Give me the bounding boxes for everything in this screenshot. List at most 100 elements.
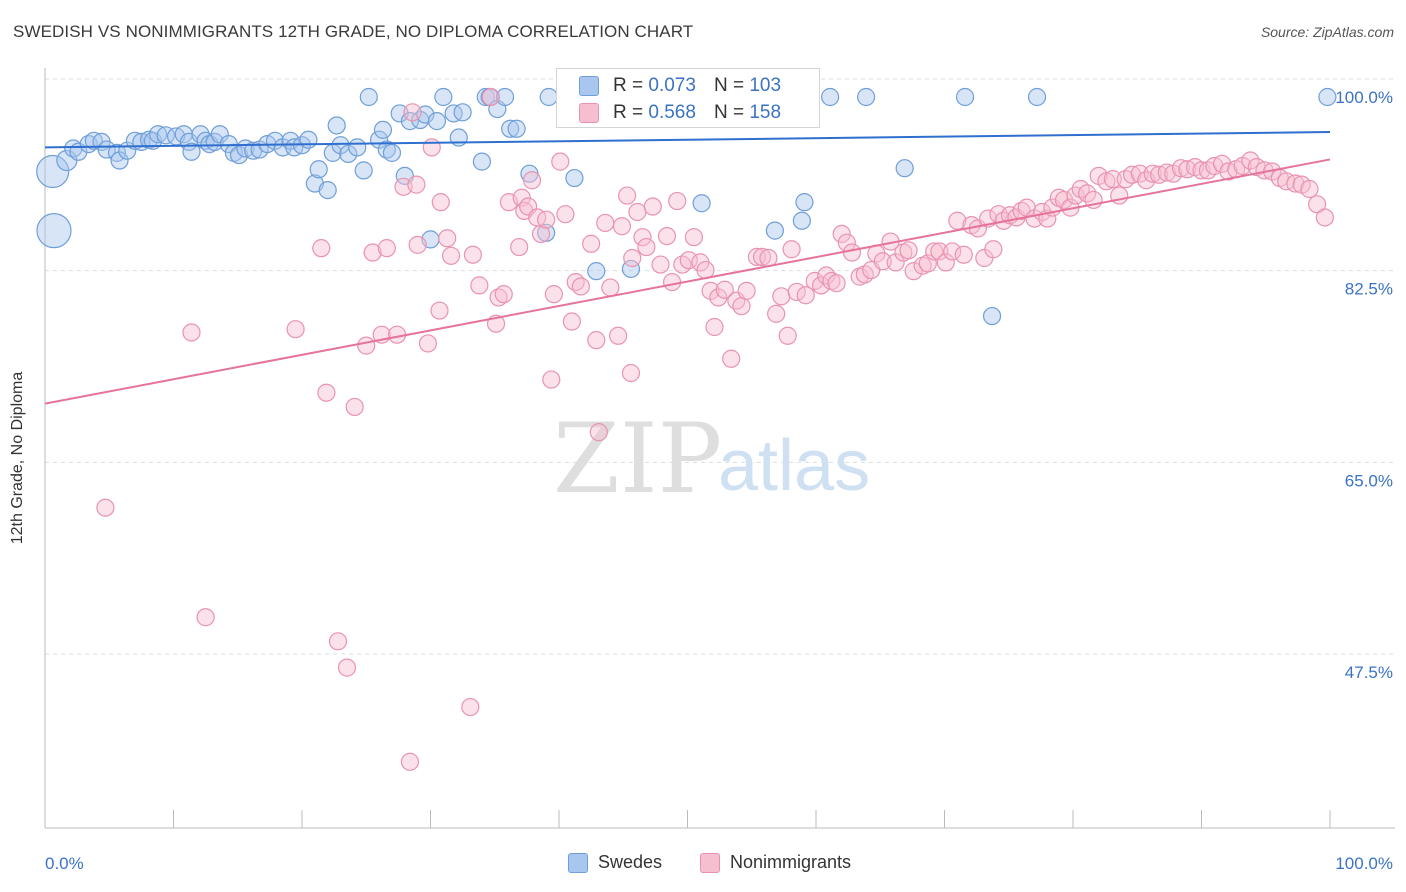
nonimmigrants-point — [317, 383, 336, 402]
nonimmigrants-point — [542, 370, 561, 389]
nonimmigrants-point — [1078, 184, 1097, 203]
swedes-point — [229, 145, 249, 165]
nonimmigrants-point — [489, 288, 508, 307]
swedes-point — [390, 104, 409, 123]
stats-r-label: R = — [613, 102, 644, 123]
nonimmigrants-point — [925, 242, 944, 261]
legend-item-nonimmigrants[interactable]: Nonimmigrants — [700, 852, 851, 873]
nonimmigrants-point — [722, 349, 741, 368]
nonimmigrants-point — [438, 229, 457, 248]
nonimmigrants-point — [587, 331, 606, 350]
nonimmigrants-point — [1300, 179, 1319, 199]
nonimmigrants-point — [562, 312, 581, 331]
nonimmigrants-point — [662, 272, 682, 292]
nonimmigrants-point — [759, 248, 778, 268]
stats-swatch-swedes — [579, 76, 599, 96]
swedes-point — [309, 160, 328, 179]
nonimmigrants-point — [589, 423, 608, 442]
swedes-point — [453, 103, 472, 122]
nonimmigrants-point — [556, 205, 575, 224]
swedes-point — [36, 154, 70, 189]
series-nonimmigrants-points — [96, 87, 1334, 771]
nonimmigrants-point — [633, 228, 652, 247]
nonimmigrants-point — [782, 240, 801, 259]
nonimmigrants-point — [418, 334, 438, 353]
swedes-point — [427, 111, 447, 131]
nonimmigrants-point — [286, 320, 305, 339]
nonimmigrants-point — [571, 277, 590, 296]
swedes-point — [318, 180, 337, 200]
nonimmigrants-point — [400, 752, 420, 771]
chart-title: SWEDISH VS NONIMMIGRANTS 12TH GRADE, NO … — [13, 22, 694, 41]
y-tick-label: 47.5% — [1345, 663, 1393, 682]
stats-row-nonimmigrants: R = 0.568 N = 158 — [579, 100, 781, 126]
nonimmigrants-point — [679, 251, 698, 270]
y-tick-label: 100.0% — [1335, 88, 1393, 107]
legend-item-swedes[interactable]: Swedes — [568, 852, 662, 873]
nonimmigrants-point — [899, 241, 918, 260]
nonimmigrants-point — [377, 239, 396, 258]
legend-swatch-nonimmigrants — [700, 852, 720, 873]
nonimmigrants-point — [886, 253, 905, 272]
nonimmigrants-point — [430, 301, 449, 320]
watermark-zip: ZIP — [553, 403, 722, 515]
stats-n-label: N = — [713, 102, 745, 123]
swedes-point — [359, 87, 378, 107]
nonimmigrants-point — [403, 103, 422, 122]
swedes-point — [955, 87, 975, 107]
swedes-point — [327, 116, 346, 135]
legend-label-swedes: Swedes — [598, 852, 663, 872]
swedes-point — [348, 138, 367, 157]
nonimmigrants-point — [582, 234, 601, 253]
nonimmigrants-trend-line — [44, 158, 1331, 405]
nonimmigrants-point — [1103, 170, 1122, 189]
legend-label-nonimmigrants: Nonimmigrants — [730, 852, 852, 872]
swedes-point — [110, 151, 129, 170]
nonimmigrants-point — [337, 658, 357, 677]
nonimmigrants-point — [537, 210, 556, 229]
nonimmigrants-point — [623, 248, 642, 268]
swedes-point — [84, 131, 103, 150]
swedes-point — [148, 125, 168, 144]
nonimmigrants-point — [1315, 208, 1334, 227]
y-tick-label: 82.5% — [1345, 280, 1393, 299]
swedes-point — [354, 161, 373, 180]
y-axis-label: 12th Grade, No Diploma — [9, 371, 26, 545]
nonimmigrants-point — [551, 152, 570, 171]
stats-swatch-nonimmigrants — [579, 103, 599, 123]
nonimmigrants-point — [510, 237, 529, 257]
swedes-point — [821, 87, 840, 107]
nonimmigrants-point — [643, 197, 662, 216]
nonimmigrants-point — [817, 266, 836, 285]
nonimmigrants-point — [832, 224, 851, 244]
nonimmigrants-point — [873, 252, 892, 271]
nonimmigrants-point — [842, 243, 862, 262]
nonimmigrants-point — [461, 697, 480, 717]
nonimmigrants-point — [470, 276, 489, 295]
legend-swatch-swedes — [568, 852, 588, 873]
nonimmigrants-point — [732, 297, 751, 316]
swedes-point — [895, 159, 914, 178]
y-tick-label: 65.0% — [1345, 471, 1393, 490]
swedes-point — [765, 221, 784, 240]
nonimmigrants-point — [796, 286, 815, 305]
swedes-point — [539, 87, 558, 107]
swedes-point — [373, 120, 393, 139]
y-tick-labels: 100.0% 82.5% 65.0% 47.5% — [1335, 88, 1393, 682]
nonimmigrants-point — [954, 245, 973, 264]
swedes-point — [795, 193, 814, 212]
swedes-point — [792, 211, 811, 230]
nonimmigrants-point — [684, 228, 704, 247]
nonimmigrants-point — [463, 245, 483, 264]
x-tick-label: 0.0% — [45, 854, 84, 873]
nonimmigrants-point — [1123, 165, 1142, 184]
axes — [44, 68, 1395, 829]
nonimmigrants-point — [494, 285, 513, 304]
stats-box: R = 0.073 N = 103 R = 0.568 N = 158 — [556, 68, 820, 128]
nonimmigrants-point — [628, 202, 647, 222]
nonimmigrants-point — [522, 171, 542, 190]
nonimmigrants-point — [96, 498, 115, 517]
nonimmigrants-point — [904, 262, 923, 281]
nonimmigrants-point — [182, 323, 201, 342]
